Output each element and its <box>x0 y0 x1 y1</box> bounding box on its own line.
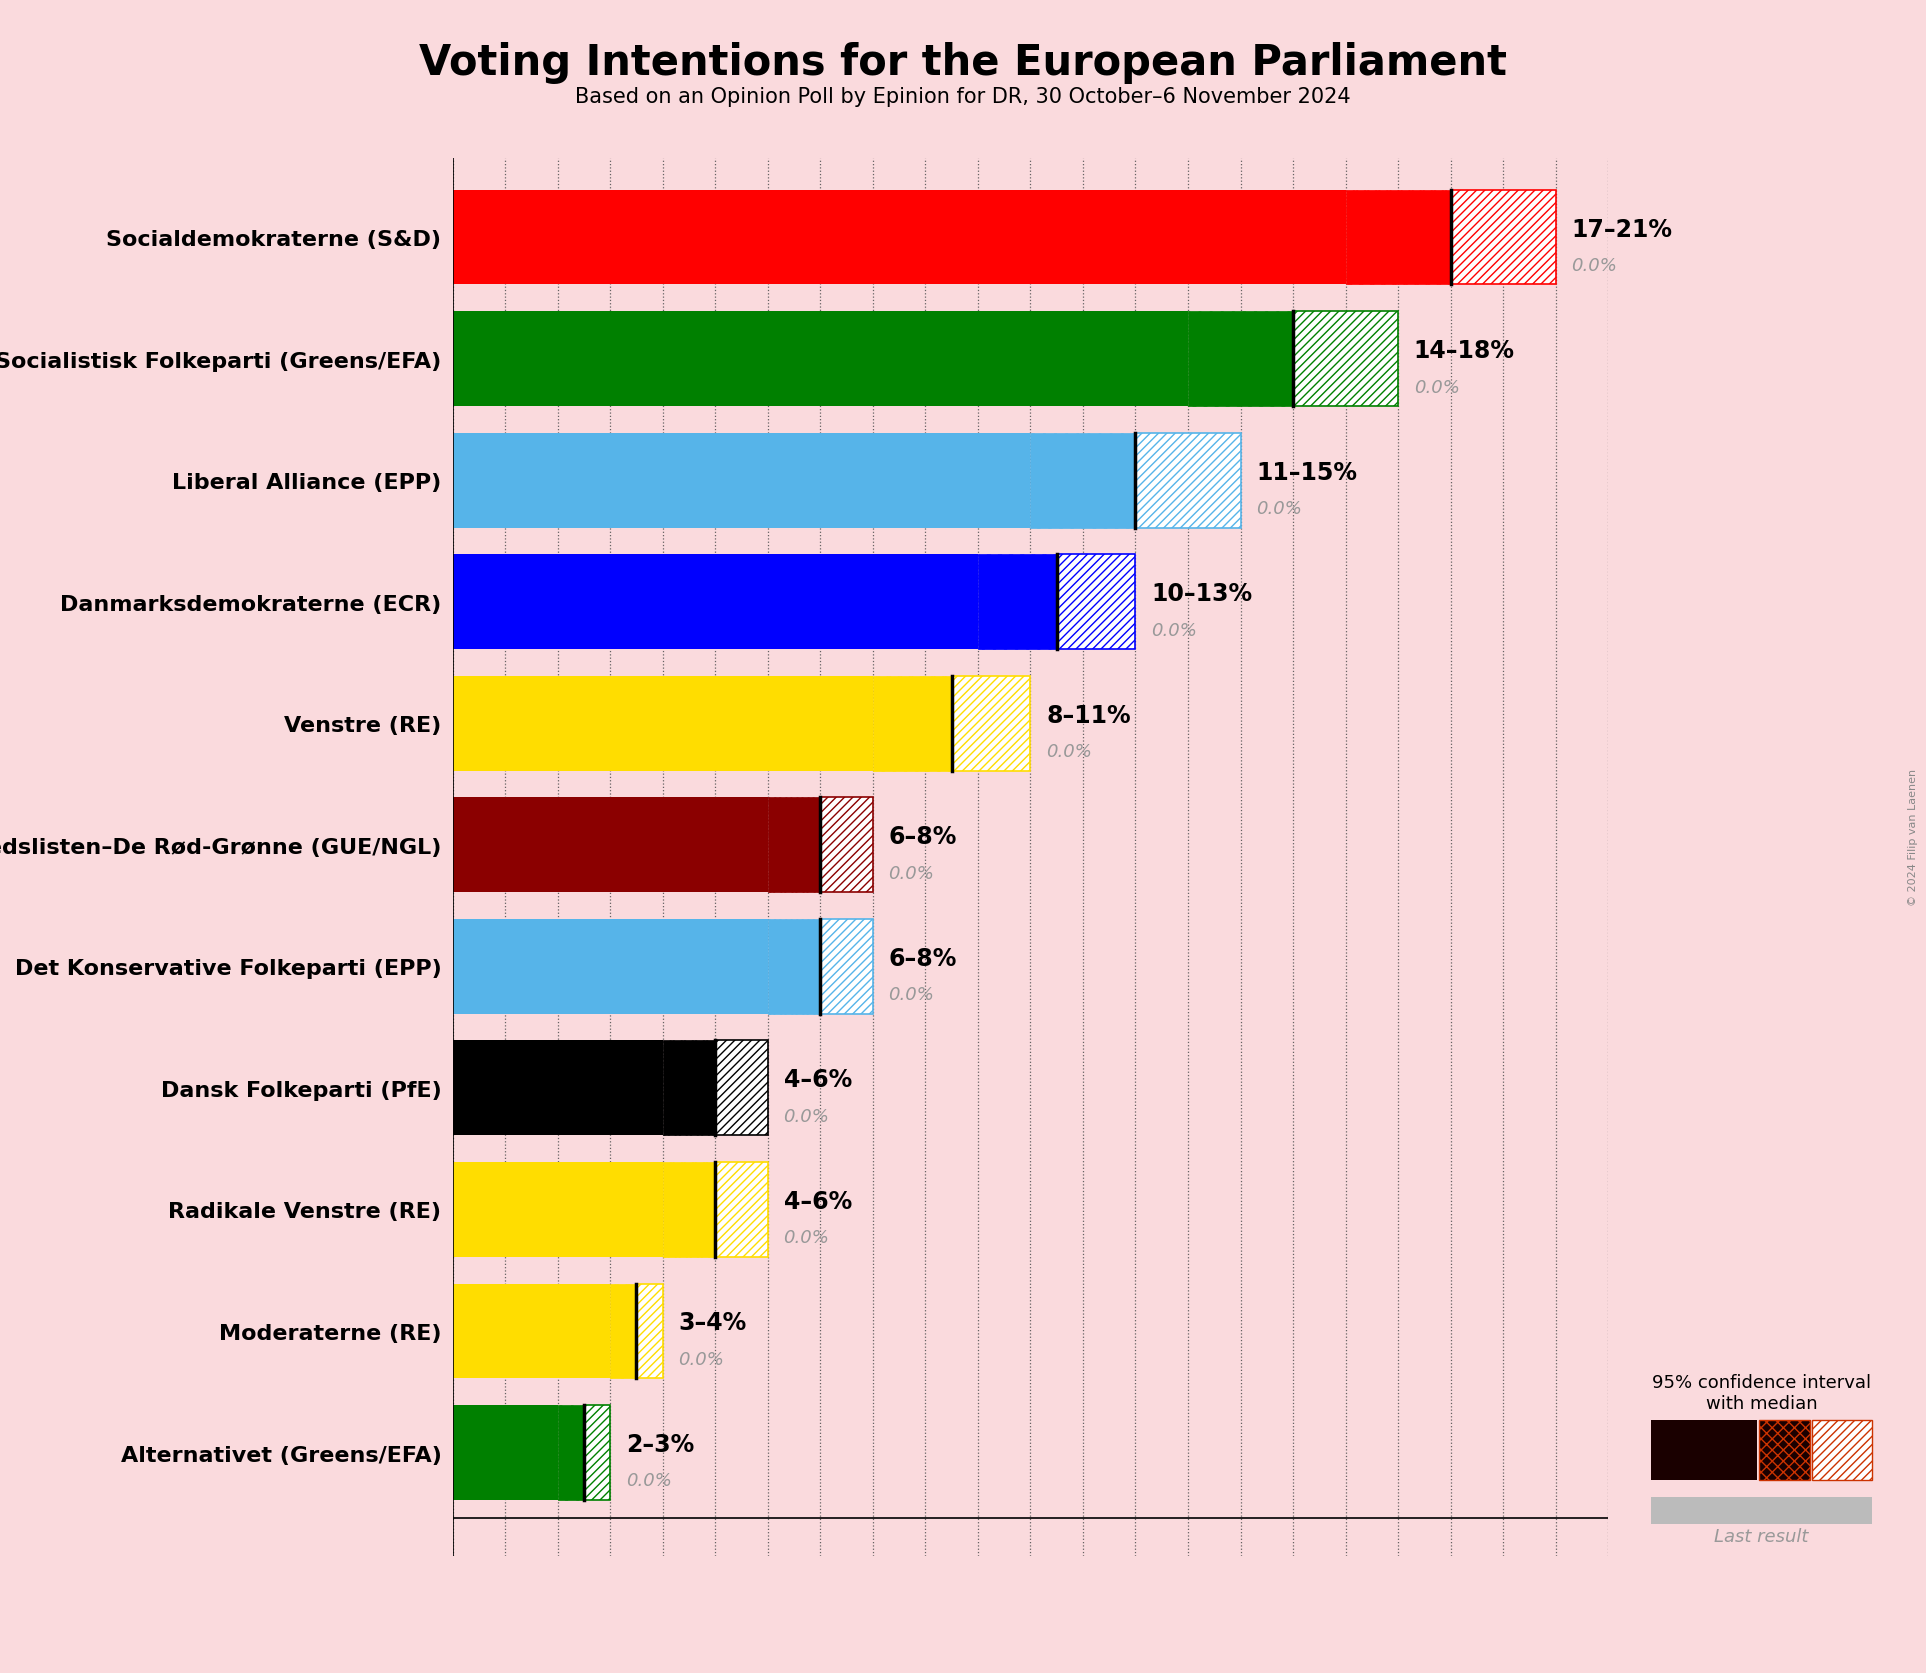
Bar <box>715 1041 768 1136</box>
Text: Based on an Opinion Poll by Epinion for DR, 30 October–6 November 2024: Based on an Opinion Poll by Epinion for … <box>576 87 1350 107</box>
Text: 95% confidence interval
with median: 95% confidence interval with median <box>1653 1374 1870 1412</box>
Bar <box>453 1283 611 1379</box>
Bar <box>1188 311 1292 407</box>
Text: 0.0%: 0.0% <box>678 1350 724 1369</box>
Bar <box>768 920 820 1014</box>
Text: 0.0%: 0.0% <box>888 985 934 1004</box>
Bar <box>820 920 872 1014</box>
Text: 0.0%: 0.0% <box>888 865 934 882</box>
Text: 4–6%: 4–6% <box>784 1190 851 1213</box>
Text: 0.0%: 0.0% <box>784 1228 830 1246</box>
Bar <box>453 555 978 649</box>
Text: 6–8%: 6–8% <box>888 947 957 970</box>
Bar <box>636 1283 663 1379</box>
Bar <box>559 1405 584 1501</box>
Bar <box>715 1163 768 1256</box>
Bar <box>1136 433 1240 529</box>
Text: 0.0%: 0.0% <box>1256 500 1302 517</box>
Bar <box>1030 433 1136 529</box>
Text: 3–4%: 3–4% <box>678 1310 747 1335</box>
Text: 11–15%: 11–15% <box>1256 460 1358 483</box>
Bar <box>663 1041 715 1136</box>
Text: 4–6%: 4–6% <box>784 1067 851 1092</box>
Bar <box>453 433 1030 529</box>
Text: Last result: Last result <box>1714 1527 1809 1546</box>
Bar <box>1450 191 1556 286</box>
Bar <box>663 1163 715 1256</box>
Text: 2–3%: 2–3% <box>626 1432 693 1456</box>
Bar <box>978 555 1057 649</box>
Text: 8–11%: 8–11% <box>1046 703 1131 728</box>
Text: 0.0%: 0.0% <box>1046 743 1092 761</box>
Bar <box>453 1041 663 1136</box>
Text: 0.0%: 0.0% <box>626 1472 672 1489</box>
Text: 10–13%: 10–13% <box>1152 582 1252 606</box>
Bar <box>872 676 951 771</box>
Bar <box>820 798 872 893</box>
Text: 0.0%: 0.0% <box>1572 258 1618 274</box>
Bar <box>1057 555 1136 649</box>
Text: © 2024 Filip van Laenen: © 2024 Filip van Laenen <box>1907 768 1918 905</box>
Bar <box>584 1405 611 1501</box>
Text: 0.0%: 0.0% <box>1414 378 1460 397</box>
Bar <box>453 798 768 893</box>
Bar <box>453 920 768 1014</box>
Bar <box>1292 311 1398 407</box>
Text: 6–8%: 6–8% <box>888 825 957 848</box>
Text: Voting Intentions for the European Parliament: Voting Intentions for the European Parli… <box>420 42 1506 84</box>
Bar <box>611 1283 636 1379</box>
Bar <box>453 1163 663 1256</box>
Text: 0.0%: 0.0% <box>784 1108 830 1126</box>
Bar <box>453 191 1346 286</box>
Bar <box>453 311 1188 407</box>
Text: 17–21%: 17–21% <box>1572 217 1672 241</box>
Bar <box>1346 191 1450 286</box>
Bar <box>768 798 820 893</box>
Bar <box>453 1405 559 1501</box>
Text: 14–18%: 14–18% <box>1414 340 1516 363</box>
Bar <box>453 676 872 771</box>
Bar <box>951 676 1030 771</box>
Text: 0.0%: 0.0% <box>1152 621 1198 639</box>
